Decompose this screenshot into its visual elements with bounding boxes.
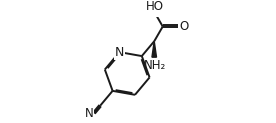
Text: NH₂: NH₂ [144,59,166,72]
Text: N: N [115,46,124,59]
Text: N: N [85,107,93,120]
Text: O: O [179,20,189,33]
Text: HO: HO [146,0,164,13]
Polygon shape [152,41,156,57]
